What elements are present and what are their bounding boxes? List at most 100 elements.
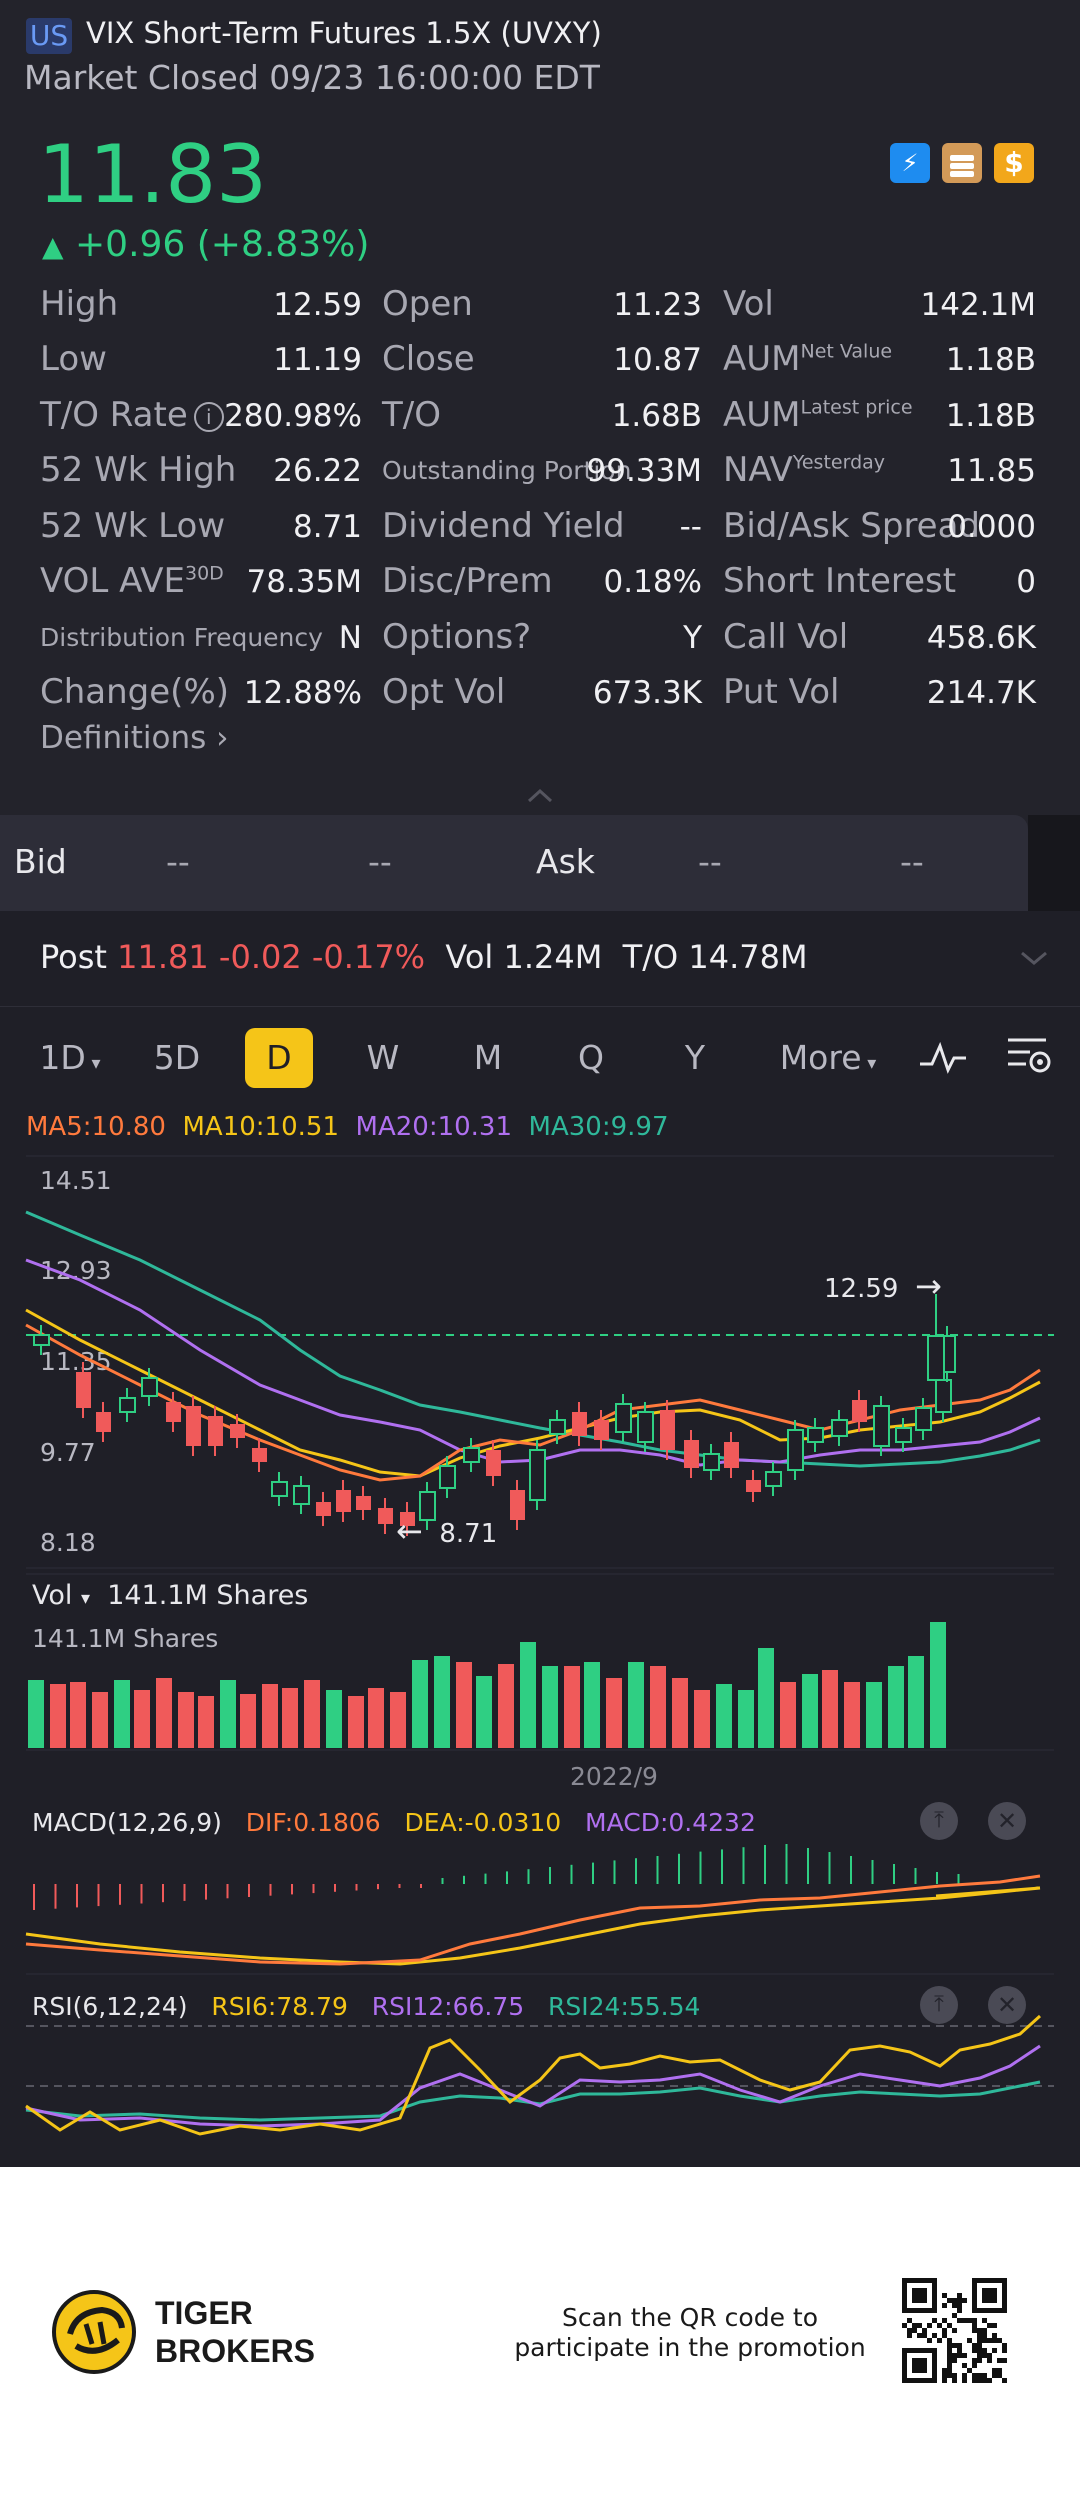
dollar-icon[interactable]: $ bbox=[994, 143, 1034, 183]
candle-body bbox=[935, 1379, 952, 1413]
stat-label-text: Call Vol bbox=[723, 617, 849, 657]
volume-bar bbox=[738, 1690, 754, 1748]
qr-module bbox=[907, 2318, 912, 2323]
volume-bar bbox=[368, 1688, 384, 1748]
volume-bar bbox=[542, 1666, 558, 1748]
stat-value: 142.1M bbox=[920, 287, 1037, 323]
stat-value: 458.6K bbox=[926, 620, 1036, 656]
stat-value: 0.000 bbox=[947, 509, 1036, 545]
volume-bar bbox=[758, 1648, 774, 1748]
post-market-info: Post 11.81 -0.02 -0.17% Vol 1.24M T/O 14… bbox=[40, 938, 808, 976]
candle-body bbox=[33, 1334, 50, 1346]
volume-bar bbox=[456, 1662, 472, 1748]
stat-value: 214.7K bbox=[926, 675, 1036, 711]
stat-value: 0.18% bbox=[603, 564, 702, 600]
rsi-legend: RSI(6,12,24) RSI6:78.79 RSI12:66.75 RSI2… bbox=[32, 1992, 701, 2021]
post-market-bar[interactable] bbox=[0, 911, 1080, 1007]
candle-body bbox=[529, 1449, 546, 1501]
stat-value: 11.23 bbox=[613, 287, 702, 323]
qr-module bbox=[977, 2348, 982, 2353]
candle-body bbox=[76, 1372, 91, 1408]
stat-label: Vol bbox=[723, 284, 774, 324]
volume-header[interactable]: Vol ▾ 141.1M Shares bbox=[32, 1580, 309, 1611]
stat-label-text: Close bbox=[382, 339, 475, 379]
qr-module bbox=[922, 2333, 927, 2338]
volume-bar bbox=[156, 1678, 172, 1748]
bid-size: -- bbox=[368, 842, 392, 881]
volume-bars bbox=[28, 1622, 946, 1748]
dif-line bbox=[25, 1874, 1041, 1966]
qr-module bbox=[937, 2338, 942, 2343]
ma10-value: MA10:10.51 bbox=[182, 1112, 339, 1142]
ask-label: Ask bbox=[536, 842, 595, 881]
macd-pin-icon[interactable]: ⤒ bbox=[920, 1802, 958, 1840]
qr-module bbox=[982, 2353, 987, 2358]
candle-body bbox=[594, 1420, 609, 1440]
volume-bar bbox=[498, 1664, 514, 1748]
qr-module bbox=[977, 2333, 982, 2338]
qr-module bbox=[952, 2298, 957, 2303]
indicator-icon[interactable] bbox=[918, 1040, 968, 1076]
volume-chart[interactable] bbox=[0, 1572, 1080, 1752]
tab-week[interactable]: W bbox=[366, 1038, 400, 1077]
tab-5d[interactable]: 5D bbox=[153, 1038, 201, 1077]
stat-label-text: Bid/Ask Spread bbox=[723, 506, 981, 546]
macd-chart[interactable] bbox=[0, 1840, 1080, 1970]
stat-label: NAVYesterday bbox=[723, 450, 885, 490]
chart-settings-icon[interactable] bbox=[1006, 1034, 1052, 1078]
qr-module bbox=[932, 2318, 937, 2323]
collapse-icon[interactable] bbox=[525, 786, 555, 806]
candle-body bbox=[119, 1397, 136, 1413]
qr-module bbox=[957, 2298, 962, 2303]
education-icon[interactable] bbox=[942, 143, 982, 183]
rsi-close-icon[interactable]: ✕ bbox=[988, 1986, 1026, 2024]
quote-header bbox=[0, 0, 1080, 815]
tab-day[interactable]: D bbox=[245, 1028, 313, 1088]
ask-size: -- bbox=[900, 842, 924, 881]
candle-body bbox=[336, 1490, 351, 1512]
volume-bar bbox=[672, 1678, 688, 1748]
qr-module bbox=[952, 2313, 957, 2318]
qr-module bbox=[957, 2293, 962, 2298]
qr-module bbox=[952, 2373, 957, 2378]
qr-module bbox=[982, 2378, 987, 2383]
qr-module bbox=[962, 2318, 967, 2323]
info-icon[interactable]: i bbox=[193, 401, 224, 432]
candle-body bbox=[831, 1419, 848, 1437]
qr-module bbox=[952, 2353, 957, 2358]
rsi-chart[interactable] bbox=[0, 1970, 1080, 2160]
candlestick-chart[interactable] bbox=[0, 1150, 1080, 1570]
qr-module bbox=[967, 2368, 972, 2373]
chevron-down-icon[interactable] bbox=[1018, 948, 1050, 968]
tab-more[interactable]: More ▾ bbox=[779, 1038, 877, 1077]
qr-module bbox=[972, 2323, 977, 2328]
volume-bar bbox=[178, 1692, 194, 1748]
qr-module bbox=[962, 2353, 967, 2358]
tab-quarter[interactable]: Q bbox=[578, 1038, 604, 1077]
qr-module bbox=[992, 2348, 997, 2353]
candle-body bbox=[356, 1496, 371, 1510]
definitions-link[interactable]: Definitions › bbox=[40, 720, 229, 756]
volume-bar bbox=[92, 1692, 108, 1748]
qr-module bbox=[972, 2328, 977, 2333]
tab-1d[interactable]: 1D ▾ bbox=[39, 1038, 101, 1077]
qr-module bbox=[947, 2298, 952, 2303]
candle-body bbox=[463, 1447, 480, 1463]
qr-module bbox=[977, 2373, 982, 2378]
volume-bar bbox=[70, 1682, 86, 1748]
macd-close-icon[interactable]: ✕ bbox=[988, 1802, 1026, 1840]
qr-module bbox=[962, 2378, 967, 2383]
stat-label: High bbox=[40, 284, 118, 324]
tab-month[interactable]: M bbox=[473, 1038, 503, 1077]
promo-footer bbox=[0, 2167, 1080, 2498]
lightning-icon[interactable]: ⚡ bbox=[890, 143, 930, 183]
tab-year[interactable]: Y bbox=[684, 1038, 706, 1077]
price-axis-1: 14.51 bbox=[40, 1166, 112, 1195]
qr-code-icon[interactable] bbox=[902, 2278, 1008, 2384]
qr-module bbox=[927, 2323, 932, 2328]
qr-module bbox=[972, 2343, 977, 2348]
arrow-right-icon: → bbox=[914, 1267, 942, 1305]
volume-bar bbox=[134, 1690, 150, 1748]
low-annotation: ← 8.71 bbox=[396, 1512, 498, 1550]
rsi-pin-icon[interactable]: ⤒ bbox=[920, 1986, 958, 2024]
